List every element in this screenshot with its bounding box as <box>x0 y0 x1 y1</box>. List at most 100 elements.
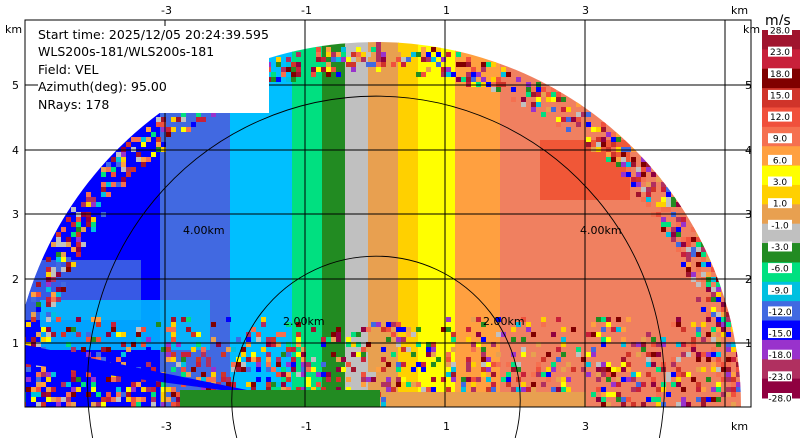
velocity-speckle <box>471 347 476 352</box>
velocity-speckle <box>586 332 591 337</box>
velocity-speckle <box>151 397 156 402</box>
velocity-speckle <box>296 387 301 392</box>
velocity-speckle <box>641 382 646 387</box>
velocity-speckle <box>681 217 686 222</box>
velocity-speckle <box>66 327 71 332</box>
velocity-speckle <box>611 132 616 137</box>
velocity-speckle <box>511 97 516 102</box>
velocity-speckle <box>541 317 546 322</box>
velocity-speckle <box>676 322 681 327</box>
velocity-speckle <box>331 352 336 357</box>
velocity-speckle <box>221 352 226 357</box>
velocity-speckle <box>131 387 136 392</box>
velocity-speckle <box>51 372 56 377</box>
velocity-speckle <box>421 362 426 367</box>
velocity-speckle <box>476 317 481 322</box>
velocity-speckle <box>101 182 106 187</box>
velocity-speckle <box>186 127 191 132</box>
velocity-speckle <box>106 187 111 192</box>
velocity-speckle <box>691 272 696 277</box>
velocity-speckle <box>706 312 711 317</box>
velocity-speckle <box>721 367 726 372</box>
velocity-speckle <box>611 152 616 157</box>
velocity-speckle <box>371 62 376 67</box>
velocity-speckle <box>586 137 591 142</box>
velocity-speckle <box>606 317 611 322</box>
range-ring <box>87 95 665 438</box>
velocity-speckle <box>271 72 276 77</box>
velocity-speckle <box>541 92 546 97</box>
velocity-speckle <box>601 342 606 347</box>
velocity-speckle <box>406 332 411 337</box>
velocity-speckle <box>166 352 171 357</box>
velocity-speckle <box>396 382 401 387</box>
velocity-speckle <box>646 197 651 202</box>
velocity-speckle <box>391 62 396 67</box>
velocity-speckle <box>76 332 81 337</box>
velocity-speckle <box>111 327 116 332</box>
velocity-speckle <box>701 367 706 372</box>
velocity-speckle <box>431 387 436 392</box>
velocity-speckle <box>196 357 201 362</box>
velocity-speckle <box>686 352 691 357</box>
velocity-speckle <box>606 157 611 162</box>
velocity-speckle <box>46 327 51 332</box>
colorbar-label-bg <box>768 133 792 144</box>
velocity-speckle <box>276 387 281 392</box>
velocity-speckle <box>481 67 486 72</box>
velocity-speckle <box>676 342 681 347</box>
velocity-speckle <box>636 387 641 392</box>
velocity-speckle <box>391 352 396 357</box>
velocity-speckle <box>651 172 656 177</box>
velocity-speckle <box>171 387 176 392</box>
velocity-speckle <box>626 162 631 167</box>
ring-label-outer-right: 4.00km <box>580 224 622 237</box>
velocity-speckle <box>81 242 86 247</box>
velocity-speckle <box>71 392 76 397</box>
velocity-speckle <box>691 377 696 382</box>
velocity-speckle <box>156 322 161 327</box>
velocity-speckle <box>576 352 581 357</box>
x-unit-top: km <box>731 4 748 17</box>
velocity-speckle <box>371 47 376 52</box>
velocity-speckle <box>731 327 736 332</box>
velocity-speckle <box>726 317 731 322</box>
velocity-speckle <box>601 392 606 397</box>
velocity-speckle <box>606 337 611 342</box>
velocity-speckle <box>211 112 216 117</box>
velocity-speckle <box>111 172 116 177</box>
velocity-speckle <box>631 157 636 162</box>
velocity-speckle <box>196 342 201 347</box>
velocity-speckle <box>531 382 536 387</box>
x-axis-bottom: -3 -1 1 3 km <box>161 420 748 433</box>
velocity-speckle <box>121 392 126 397</box>
velocity-speckle <box>351 342 356 347</box>
velocity-speckle <box>701 307 706 312</box>
velocity-speckle <box>651 382 656 387</box>
velocity-speckle <box>561 377 566 382</box>
velocity-speckle <box>716 327 721 332</box>
velocity-speckle <box>706 317 711 322</box>
velocity-speckle <box>61 397 66 402</box>
velocity-speckle <box>376 367 381 372</box>
velocity-speckle <box>91 377 96 382</box>
velocity-speckle <box>251 327 256 332</box>
velocity-speckle <box>106 162 111 167</box>
velocity-speckle <box>116 377 121 382</box>
velocity-speckle <box>661 227 666 232</box>
velocity-speckle <box>351 352 356 357</box>
velocity-speckle <box>316 382 321 387</box>
velocity-speckle <box>666 187 671 192</box>
velocity-speckle <box>616 157 621 162</box>
velocity-speckle <box>76 247 81 252</box>
velocity-speckle <box>691 247 696 252</box>
velocity-speckle <box>56 257 61 262</box>
velocity-speckle <box>566 117 571 122</box>
velocity-speckle <box>86 332 91 337</box>
velocity-speckle <box>676 227 681 232</box>
velocity-speckle <box>591 392 596 397</box>
velocity-speckle <box>546 352 551 357</box>
velocity-speckle <box>461 387 466 392</box>
velocity-speckle <box>266 382 271 387</box>
velocity-speckle <box>111 377 116 382</box>
